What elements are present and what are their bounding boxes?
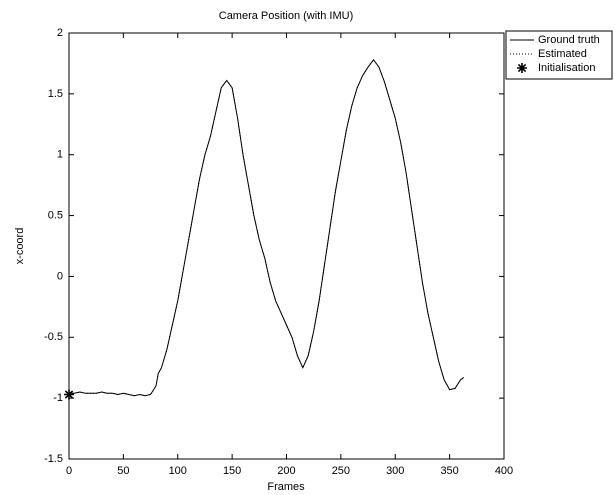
legend-label: Initialisation [538, 62, 595, 74]
y-tick-label: 2 [57, 27, 63, 39]
data-line [69, 58, 465, 397]
x-tick-label: 100 [169, 465, 187, 477]
y-tick-label: 0 [57, 270, 63, 282]
y-tick-label: 0.5 [48, 209, 63, 221]
y-tick-label: -0.5 [44, 331, 63, 343]
legend-swatch [517, 63, 527, 73]
x-tick-label: 350 [440, 465, 458, 477]
x-tick-label: 250 [332, 465, 350, 477]
chart-title: Camera Position (with IMU) [219, 10, 353, 22]
x-tick-label: 400 [495, 465, 513, 477]
y-tick-label: -1 [53, 392, 63, 404]
y-tick-label: -1.5 [44, 453, 63, 465]
marker [64, 389, 74, 400]
y-tick-label: 1.5 [48, 88, 63, 100]
y-axis-label: x-coord [14, 228, 26, 265]
x-tick-label: 200 [277, 465, 295, 477]
y-tick-label: 1 [57, 149, 63, 161]
x-tick-label: 300 [386, 465, 404, 477]
x-tick-label: 150 [223, 465, 241, 477]
x-axis-label: Frames [267, 481, 305, 493]
legend-label: Estimated [538, 48, 587, 60]
legend-box [505, 30, 613, 80]
legend-label: Ground truth [538, 34, 600, 46]
x-tick-label: 0 [66, 465, 72, 477]
x-tick-label: 50 [117, 465, 129, 477]
